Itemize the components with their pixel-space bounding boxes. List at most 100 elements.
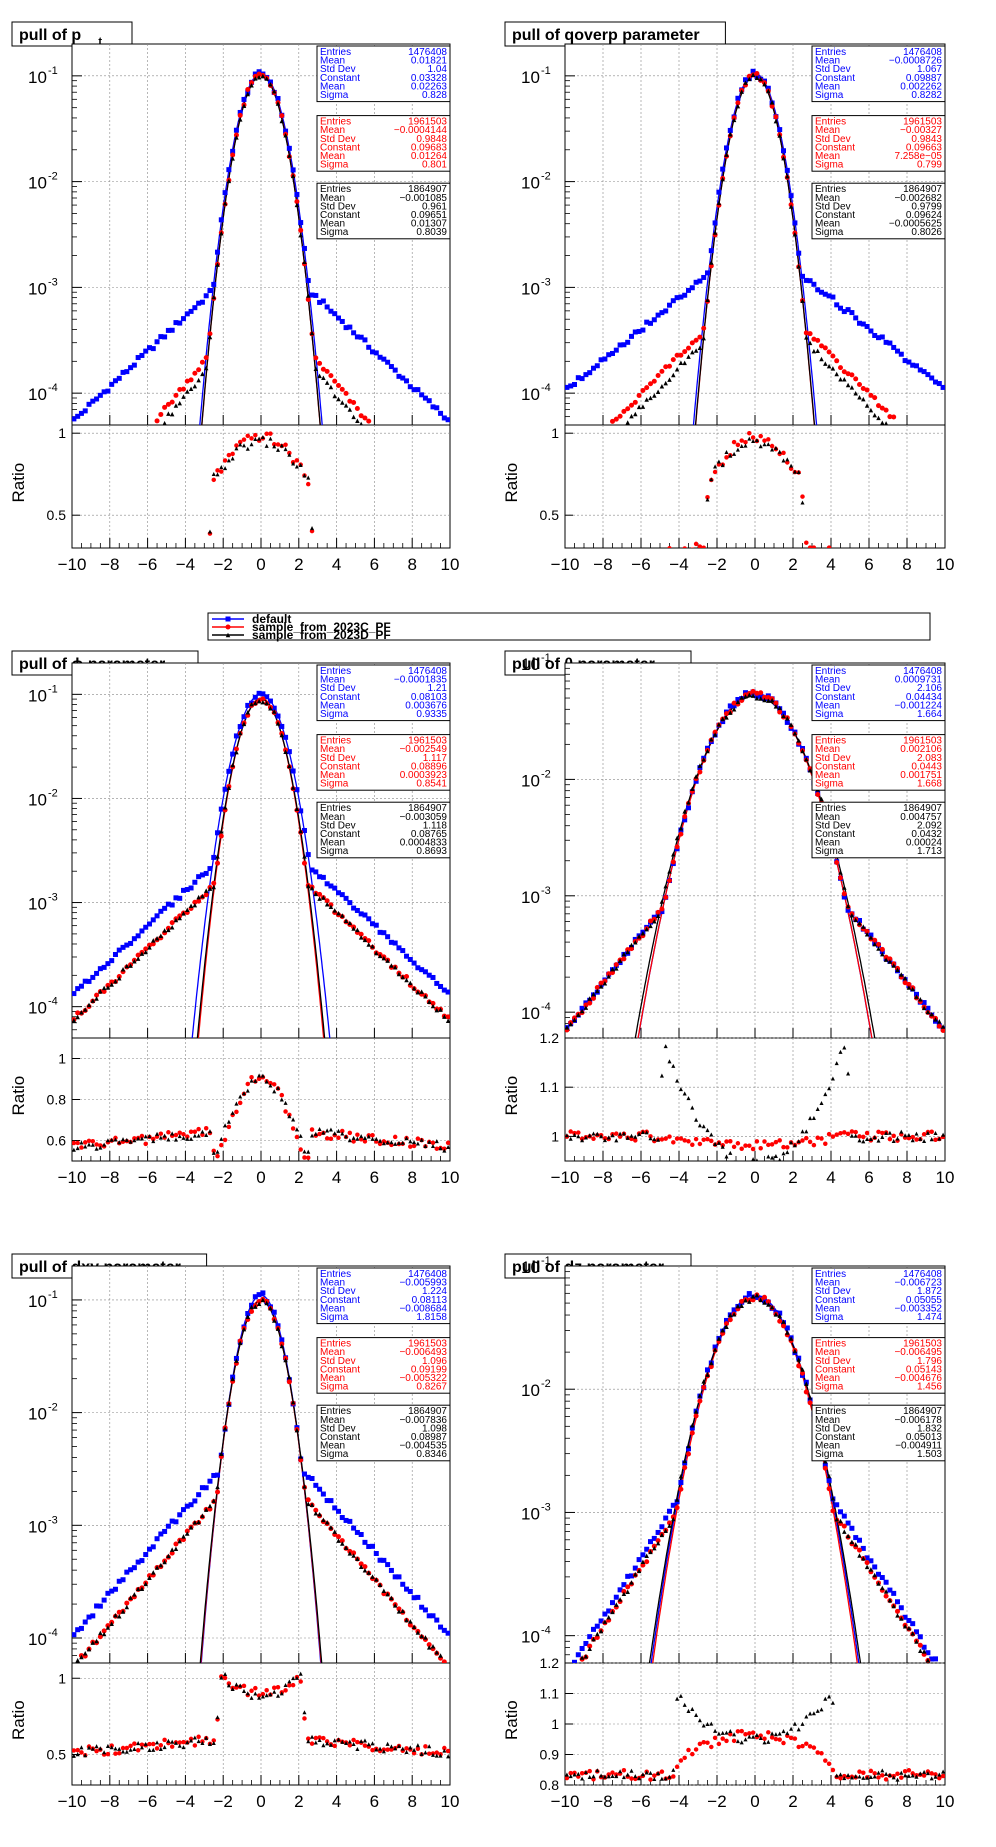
- ratio-point: [294, 464, 299, 469]
- data-point: [72, 1632, 77, 1638]
- data-point: [146, 921, 152, 927]
- data-point: [777, 705, 782, 711]
- data-point: [328, 904, 334, 909]
- stats-box-frame: [316, 182, 451, 240]
- stats-label: Entries: [320, 184, 351, 195]
- data-point: [105, 388, 111, 394]
- ratio-point: [226, 1683, 231, 1688]
- data-point: [120, 1577, 126, 1583]
- stats-label: Mean: [320, 812, 345, 823]
- ratio-point: [823, 1092, 828, 1097]
- ratio-point: [622, 570, 626, 574]
- ratio-point: [423, 576, 428, 581]
- stats-label: Std Dev: [815, 820, 851, 831]
- ratio-point: [82, 1140, 88, 1145]
- ratio-point: [815, 549, 820, 554]
- x-tick-label: 6: [370, 1168, 379, 1187]
- ratio-point: [861, 1139, 866, 1144]
- data-point: [351, 905, 357, 911]
- ratio-point: [857, 1138, 862, 1143]
- ratio-point: [664, 560, 668, 564]
- x-tick-label: 8: [902, 1792, 911, 1811]
- data-point: [441, 415, 447, 421]
- data-point: [287, 1374, 292, 1380]
- data-point: [724, 711, 729, 717]
- data-point: [124, 1604, 130, 1610]
- ratio-point: [735, 1141, 741, 1146]
- ratio-point: [222, 458, 228, 463]
- data-point: [290, 167, 296, 173]
- data-point: [861, 1556, 866, 1561]
- ratio-point: [249, 436, 254, 441]
- ratio-point: [397, 570, 402, 575]
- ratio-point: [192, 1129, 198, 1135]
- ratio-point: [929, 1771, 934, 1776]
- data-point: [845, 903, 851, 909]
- data-point: [572, 382, 577, 388]
- ratio-point: [899, 1770, 904, 1775]
- x-tick-label: −10: [58, 1792, 87, 1811]
- data-point: [879, 946, 885, 952]
- data-point: [845, 307, 851, 313]
- data-point: [568, 383, 574, 389]
- stats-box-frame: [811, 182, 946, 240]
- ratio-point: [143, 1134, 148, 1139]
- x-tick-label: −6: [631, 555, 650, 574]
- ratio-point: [446, 1754, 450, 1759]
- data-point: [788, 722, 794, 727]
- data-point: [139, 928, 145, 934]
- data-point: [256, 1301, 262, 1306]
- data-point: [777, 133, 782, 138]
- ratio-point: [363, 571, 367, 575]
- ratio-point: [712, 469, 718, 475]
- ratio-point: [754, 1139, 760, 1144]
- data-point: [82, 1619, 88, 1625]
- stats-value: 0.9799: [911, 201, 942, 212]
- data-point: [90, 998, 96, 1003]
- data-point: [370, 1543, 376, 1549]
- ratio-point: [260, 434, 265, 439]
- ratio-point: [408, 574, 413, 579]
- ratio-point: [815, 1106, 820, 1111]
- stats-label: Sigma: [320, 227, 349, 238]
- x-tick-label: −8: [593, 1168, 612, 1187]
- ratio-point: [846, 560, 850, 564]
- data-point: [407, 1622, 413, 1628]
- data-point: [75, 413, 81, 419]
- ratio-point: [177, 1134, 182, 1139]
- ratio-point: [264, 443, 269, 448]
- ratio-grid: [72, 1663, 450, 1785]
- stats-value: 0.8282: [911, 90, 942, 101]
- ratio-point: [675, 1078, 680, 1083]
- data-point: [834, 1517, 839, 1522]
- y-tick-label: 10 -1: [28, 65, 58, 87]
- ratio-point: [192, 1133, 197, 1138]
- ratio-point: [76, 575, 80, 579]
- ratio-point: [256, 1693, 262, 1698]
- stats-value: 0.08896: [411, 761, 448, 772]
- data-point: [192, 1519, 198, 1525]
- stats-value: 0.8267: [416, 1382, 447, 1393]
- data-point: [128, 365, 134, 371]
- data-point: [354, 405, 360, 411]
- ratio-point: [408, 578, 412, 582]
- ratio-point: [599, 1134, 604, 1139]
- ratio-point: [415, 1136, 421, 1141]
- data-point: [377, 1582, 383, 1587]
- ratio-point: [306, 1149, 311, 1154]
- ratio-point: [328, 1127, 333, 1132]
- stats-label: Sigma: [320, 90, 349, 101]
- ratio-point: [268, 436, 273, 441]
- ratio-point: [136, 1136, 141, 1141]
- y-tick-label: 10 -3: [28, 276, 58, 298]
- stats-value: 1.503: [917, 1449, 942, 1460]
- data-point: [697, 278, 703, 284]
- data-point: [218, 833, 224, 839]
- ratio-point: [351, 1737, 356, 1743]
- stats-label: Constant: [815, 761, 855, 772]
- ratio-point: [362, 1135, 367, 1140]
- data-point: [724, 152, 729, 157]
- data-point: [105, 985, 111, 990]
- data-point: [872, 412, 877, 418]
- data-point: [796, 1363, 802, 1369]
